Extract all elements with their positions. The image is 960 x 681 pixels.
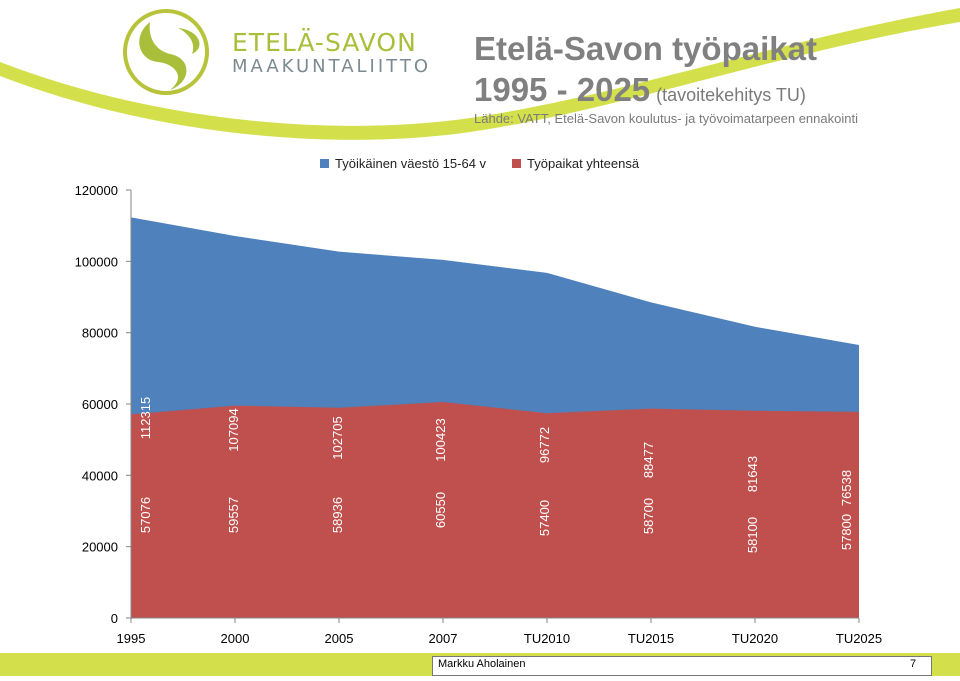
data-label-working-age: 100423	[433, 418, 448, 461]
data-label-working-age: 107094	[226, 408, 241, 451]
x-tick-label: 2005	[325, 631, 354, 646]
x-tick-label: 1995	[117, 631, 146, 646]
data-label-jobs: 59557	[226, 497, 241, 533]
y-tick-label: 120000	[75, 183, 118, 198]
data-label-working-age: 102705	[330, 416, 345, 459]
y-tick-label: 0	[111, 611, 118, 626]
source-note: Lähde: VATT, Etelä-Savon koulutus- ja ty…	[474, 111, 858, 126]
data-label-jobs: 58100	[745, 517, 760, 553]
x-tick-label: TU2015	[628, 631, 674, 646]
slide-title-years: 1995 - 2025 (tavoitekehitys TU)	[474, 71, 806, 109]
y-tick-label: 80000	[82, 326, 118, 341]
page-number: 7	[910, 658, 917, 670]
logo-emblem-icon	[123, 9, 209, 95]
data-label-jobs: 60550	[433, 492, 448, 528]
series-area-1	[131, 402, 859, 618]
title-years: 1995 - 2025	[474, 71, 651, 108]
legend-swatch-red	[512, 159, 522, 168]
data-label-working-age: 76538	[839, 470, 854, 506]
logo-title: ETELÄ-SAVON	[232, 28, 417, 57]
data-label-working-age: 96772	[537, 427, 552, 463]
data-label-jobs: 57400	[537, 500, 552, 536]
legend-item-jobs: Työpaikat yhteensä	[512, 156, 639, 171]
x-tick-label: TU2025	[836, 631, 882, 646]
data-label-jobs: 58700	[641, 498, 656, 534]
x-tick-label: TU2010	[524, 631, 570, 646]
legend-label: Työpaikat yhteensä	[527, 156, 640, 171]
chart-legend: Työikäinen väestö 15-64 v Työpaikat yhte…	[320, 156, 639, 171]
slide-title: Etelä-Savon työpaikat	[474, 30, 817, 67]
y-tick-label: 20000	[82, 540, 118, 555]
y-tick-label: 100000	[75, 254, 118, 269]
data-label-jobs: 58936	[330, 497, 345, 533]
data-label-working-age: 88477	[641, 442, 656, 478]
legend-item-working-age: Työikäinen väestö 15-64 v	[320, 156, 486, 171]
logo-subtitle: MAAKUNTALIITTO	[232, 56, 432, 77]
data-label-working-age: 112315	[138, 397, 153, 439]
x-tick-label: 2000	[221, 631, 250, 646]
footer-author: Markku Aholainen	[438, 658, 526, 670]
data-label-jobs: 57076	[138, 497, 153, 533]
legend-swatch-blue	[320, 159, 329, 168]
x-tick-label: TU2020	[732, 631, 778, 646]
x-tick-label: 2007	[429, 631, 458, 646]
y-tick-label: 60000	[82, 397, 118, 412]
legend-label: Työikäinen väestö 15-64 v	[335, 156, 487, 171]
footer-box	[432, 656, 932, 676]
title-note: (tavoitekehitys TU)	[656, 85, 806, 105]
data-label-jobs: 57800	[839, 514, 854, 550]
y-tick-label: 40000	[82, 468, 118, 483]
data-label-working-age: 81643	[745, 456, 760, 492]
